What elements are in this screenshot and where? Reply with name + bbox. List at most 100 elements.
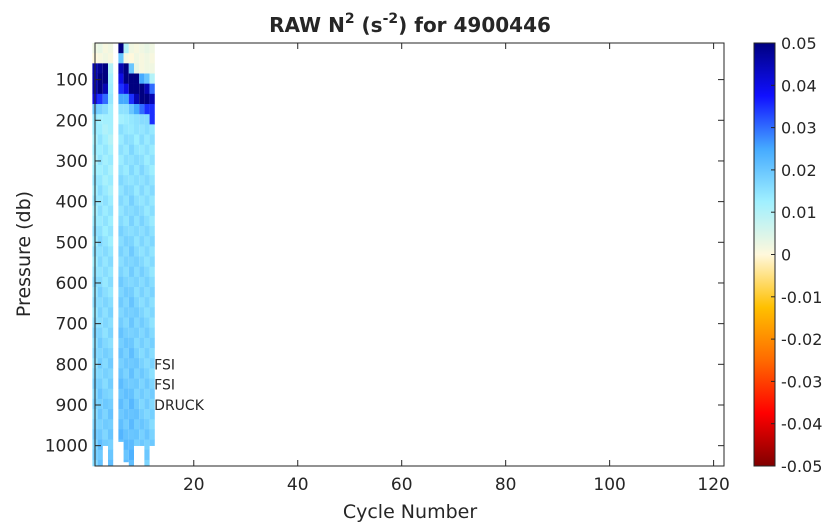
heatmap-cell [144,287,150,298]
heatmap-cell [133,317,140,329]
heatmap-cell [118,185,124,196]
heatmap-cell [133,215,140,227]
heatmap-cell [102,419,108,430]
heatmap-cell [97,236,103,247]
heatmap-cell [123,459,129,463]
heatmap-cell [118,215,124,227]
heatmap-cell [102,429,108,440]
heatmap-cell [97,215,103,227]
heatmap-cell [149,276,155,288]
heatmap-cell [102,246,108,257]
heatmap-cell [108,337,114,349]
heatmap-cell [133,409,140,420]
heatmap-cell [128,226,134,237]
heatmap-cell [118,165,124,176]
heatmap-cell [149,337,155,349]
heatmap-cell [133,348,140,359]
heatmap-cell [139,398,145,410]
heatmap-cell [149,53,155,64]
heatmap-cell [128,236,134,247]
heatmap-cell [139,337,145,349]
heatmap-cell [123,419,129,430]
heatmap-cell [118,53,124,64]
heatmap-cell [144,43,150,54]
heatmap-cell [102,53,108,64]
heatmap-cell [133,114,140,125]
heatmap-cell [139,73,145,84]
heatmap-cell [123,43,129,54]
heatmap-cell [144,215,150,227]
heatmap-cell [118,256,124,267]
heatmap-cell [139,246,145,257]
heatmap-cell [102,73,108,84]
heatmap-cell [139,348,145,359]
heatmap-cell [118,124,124,135]
heatmap-cell [149,185,155,196]
heatmap-cell [102,307,108,318]
heatmap-cell [97,358,103,369]
heatmap-cell [118,327,124,339]
heatmap-cell [139,439,145,446]
heatmap-cell [102,287,108,298]
heatmap-cell [128,327,134,339]
heatmap-cell [149,256,155,267]
heatmap-cell [97,144,103,156]
heatmap-cell [97,429,103,440]
heatmap-cell [149,134,155,145]
heatmap-cell [133,83,140,95]
heatmap-cell [108,348,114,359]
heatmap-cell [144,307,150,318]
x-axis: 20 40 60 80 100 120 [183,43,730,495]
heatmap-cell [139,134,145,145]
heatmap-cell [139,388,145,400]
heatmap-cell [144,104,150,115]
heatmap-cell [128,388,134,400]
heatmap-cell [139,215,145,227]
heatmap-cell [97,276,103,288]
heatmap-cell [118,104,124,115]
heatmap-cell [139,409,145,420]
heatmap-cell [123,175,129,186]
heatmap-cell [108,459,114,467]
heatmap-cell [144,439,150,451]
heatmap-cell [144,419,150,430]
heatmap-cell [123,348,129,359]
annotations: FSI FSI DRUCK [154,357,205,414]
heatmap-cell [102,63,108,74]
heatmap-cell [108,154,114,166]
heatmap-cell [149,297,155,308]
x-tick-label: 100 [593,475,625,495]
heatmap-cell [118,73,124,84]
heatmap-cell [123,409,129,420]
heatmap-cell [149,165,155,176]
heatmap-cell [97,439,103,451]
heatmap-cell [133,246,140,257]
heatmap-cell [123,93,129,105]
heatmap-cell [108,144,114,156]
heatmap-cell [133,236,140,247]
heatmap-cell [128,256,134,267]
heatmap-cell [108,419,114,430]
heatmap-cell [144,185,150,196]
heatmap-cell [149,43,155,54]
heatmap-cell [144,459,150,467]
heatmap-cell [97,104,103,115]
heatmap-cell [97,327,103,339]
heatmap-cell [133,388,140,400]
plot-frame [94,42,725,467]
title-suffix: ) for 4900446 [398,13,551,37]
heatmap-cell [133,154,140,166]
x-tick-label: 20 [183,475,205,495]
title-mid: (s [355,13,383,37]
heatmap-cell [108,246,114,257]
heatmap-cell [128,358,134,369]
heatmap-cells [92,43,155,467]
heatmap-cell [139,185,145,196]
heatmap-cell [118,317,124,329]
heatmap-cell [144,327,150,339]
heatmap-cell [133,185,140,196]
heatmap-cell [108,205,114,217]
heatmap-cell [102,154,108,166]
heatmap-cell [144,246,150,257]
heatmap-cell [144,317,150,329]
